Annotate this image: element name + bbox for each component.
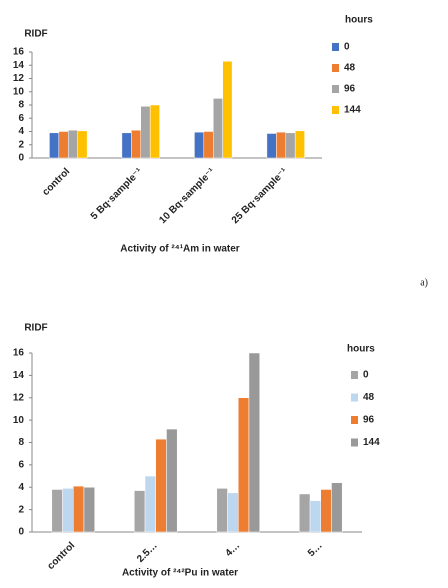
y-tick-label: 16	[13, 348, 25, 359]
bar	[58, 131, 69, 159]
y-tick-label: 2	[18, 139, 24, 150]
bar	[238, 397, 250, 533]
legend-label: 144	[344, 105, 361, 116]
bar	[309, 500, 321, 533]
x-tick-label: 10 Bq·sample⁻¹	[157, 166, 217, 226]
legend-title: hours	[347, 344, 375, 355]
x-tick-label: 5…	[306, 540, 325, 559]
bar	[68, 129, 78, 159]
bar	[248, 352, 260, 533]
legend-title: hours	[345, 15, 373, 26]
bar	[266, 133, 277, 159]
y-tick-label: 10	[13, 415, 25, 426]
bar	[49, 132, 60, 159]
y-tick-label: 10	[13, 86, 25, 97]
bar	[194, 131, 205, 159]
chart-title: RIDF	[24, 323, 47, 334]
x-axis-label: Activity of ²⁴¹Am in water	[120, 244, 240, 255]
y-tick-label: 8	[18, 100, 24, 111]
x-tick-label: 2.5…	[135, 540, 160, 565]
x-tick-label: control	[45, 540, 77, 572]
legend-label: 0	[344, 42, 350, 53]
legend-swatch	[332, 106, 339, 114]
legend-swatch	[351, 371, 358, 379]
bar	[216, 488, 228, 533]
bar	[140, 106, 151, 159]
legend-label: 96	[363, 415, 375, 426]
bar	[51, 489, 63, 533]
legend-swatch	[351, 438, 358, 447]
y-tick-label: 16	[13, 47, 25, 58]
bar	[144, 475, 156, 533]
bar	[331, 482, 343, 533]
bar	[77, 130, 88, 159]
bar	[131, 129, 141, 159]
y-tick-label: 0	[18, 153, 24, 164]
bar	[285, 132, 296, 159]
bar	[121, 132, 132, 159]
y-tick-label: 8	[18, 437, 24, 448]
bar	[276, 131, 287, 159]
y-tick-label: 14	[13, 60, 25, 71]
bar	[166, 428, 178, 533]
bar	[73, 485, 85, 533]
legend-swatch	[332, 64, 339, 72]
x-tick-label: 25 Bq·sample⁻¹	[230, 166, 290, 226]
x-axis-label: Activity of ²⁴²Pu in water	[122, 568, 238, 579]
y-tick-label: 12	[13, 392, 25, 403]
bar	[213, 98, 223, 159]
x-tick-label: 4…	[223, 540, 242, 559]
bar	[134, 490, 146, 533]
annotation: a)	[420, 277, 428, 288]
legend-swatch	[351, 416, 358, 424]
y-tick-label: 6	[18, 460, 24, 471]
y-tick-label: 0	[18, 527, 24, 538]
chart-title: RIDF	[24, 29, 47, 40]
legend-swatch	[332, 85, 339, 93]
y-tick-label: 4	[18, 482, 24, 493]
legend-swatch	[351, 393, 358, 402]
bar	[203, 131, 214, 159]
y-tick-label: 14	[13, 370, 25, 381]
y-tick-label: 4	[18, 126, 24, 137]
y-tick-label: 12	[13, 73, 25, 84]
y-tick-label: 6	[18, 113, 24, 124]
bar	[227, 492, 239, 533]
legend-label: 0	[363, 370, 369, 381]
legend-label: 48	[363, 392, 375, 403]
y-tick-label: 2	[18, 504, 24, 515]
x-tick-label: 5 Bq·sample⁻¹	[89, 166, 145, 222]
bar	[62, 488, 74, 533]
legend-label: 96	[344, 84, 356, 95]
bar	[155, 438, 167, 533]
bar	[294, 130, 305, 159]
x-tick-label: control	[40, 166, 72, 198]
legend-label: 48	[344, 63, 356, 74]
bar	[83, 487, 95, 533]
bar	[320, 489, 332, 533]
legend-swatch	[332, 43, 339, 51]
legend-label: 144	[363, 437, 380, 448]
bar	[149, 104, 160, 159]
bar	[222, 61, 233, 159]
bar	[299, 493, 311, 533]
